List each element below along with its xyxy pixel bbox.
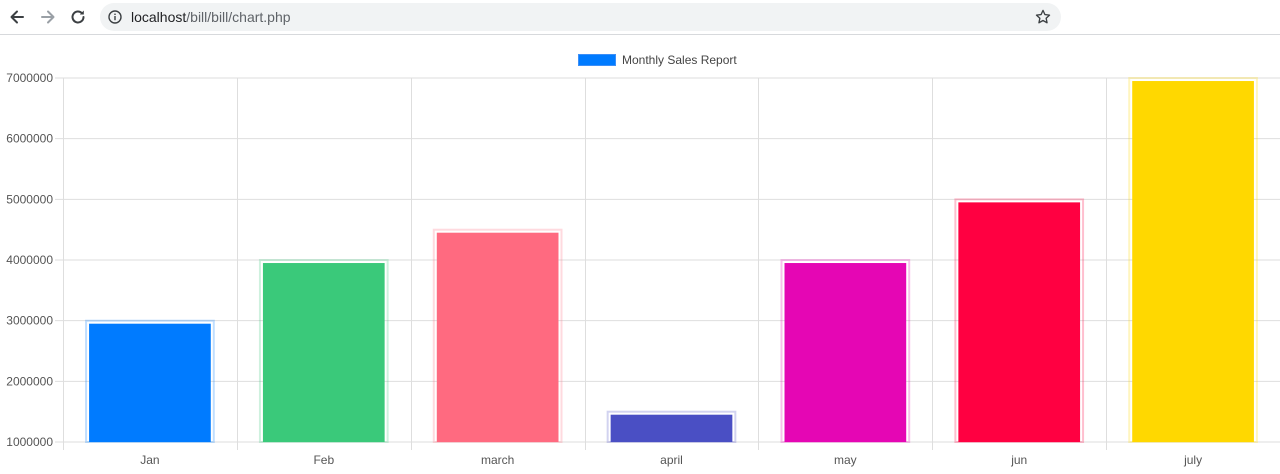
bar-may [784, 263, 907, 442]
forward-button[interactable] [35, 4, 61, 30]
bar-april [610, 414, 733, 442]
x-tick-label: jun [1010, 453, 1027, 467]
star-icon[interactable] [1034, 8, 1052, 26]
reload-button[interactable] [65, 4, 91, 30]
y-tick-label: 4000000 [6, 253, 53, 267]
chart-legend[interactable]: Monthly Sales Report [578, 52, 737, 68]
bar-march [436, 232, 559, 442]
reload-icon [69, 8, 87, 26]
y-tick-label: 1000000 [6, 435, 53, 449]
x-tick-label: march [481, 453, 514, 467]
y-tick-label: 3000000 [6, 314, 53, 328]
bar-feb [262, 263, 385, 442]
x-tick-label: Jan [140, 453, 159, 467]
x-tick-label: may [834, 453, 857, 467]
url-path: /bill/bill/chart.php [186, 9, 291, 25]
arrow-right-icon [39, 8, 57, 26]
address-bar[interactable]: localhost/bill/bill/chart.php [100, 3, 1061, 31]
x-tick-label: april [660, 453, 683, 467]
legend-swatch [578, 54, 616, 66]
y-tick-label: 5000000 [6, 192, 53, 206]
url-host: localhost [131, 9, 187, 25]
y-tick-label: 7000000 [6, 71, 53, 85]
x-tick-label: Feb [313, 453, 334, 467]
bar-jan [89, 323, 211, 442]
bar-july [1132, 81, 1254, 443]
bar-jun [958, 202, 1081, 442]
back-button[interactable] [4, 4, 30, 30]
y-tick-label: 2000000 [6, 374, 53, 388]
legend-label: Monthly Sales Report [622, 53, 737, 67]
url-text[interactable]: localhost/bill/bill/chart.php [131, 9, 291, 25]
info-icon[interactable] [108, 10, 122, 24]
y-tick-label: 6000000 [6, 132, 53, 146]
browser-toolbar: localhost/bill/bill/chart.php [0, 0, 1280, 35]
arrow-left-icon [8, 8, 26, 26]
x-tick-label: july [1183, 453, 1202, 467]
bar-chart: 1000000 2000000 3000000 4000000 5000000 60000… [6, 71, 1280, 467]
chart-container: Monthly Sales Report 1000000 2000000 30000… [0, 36, 1280, 474]
